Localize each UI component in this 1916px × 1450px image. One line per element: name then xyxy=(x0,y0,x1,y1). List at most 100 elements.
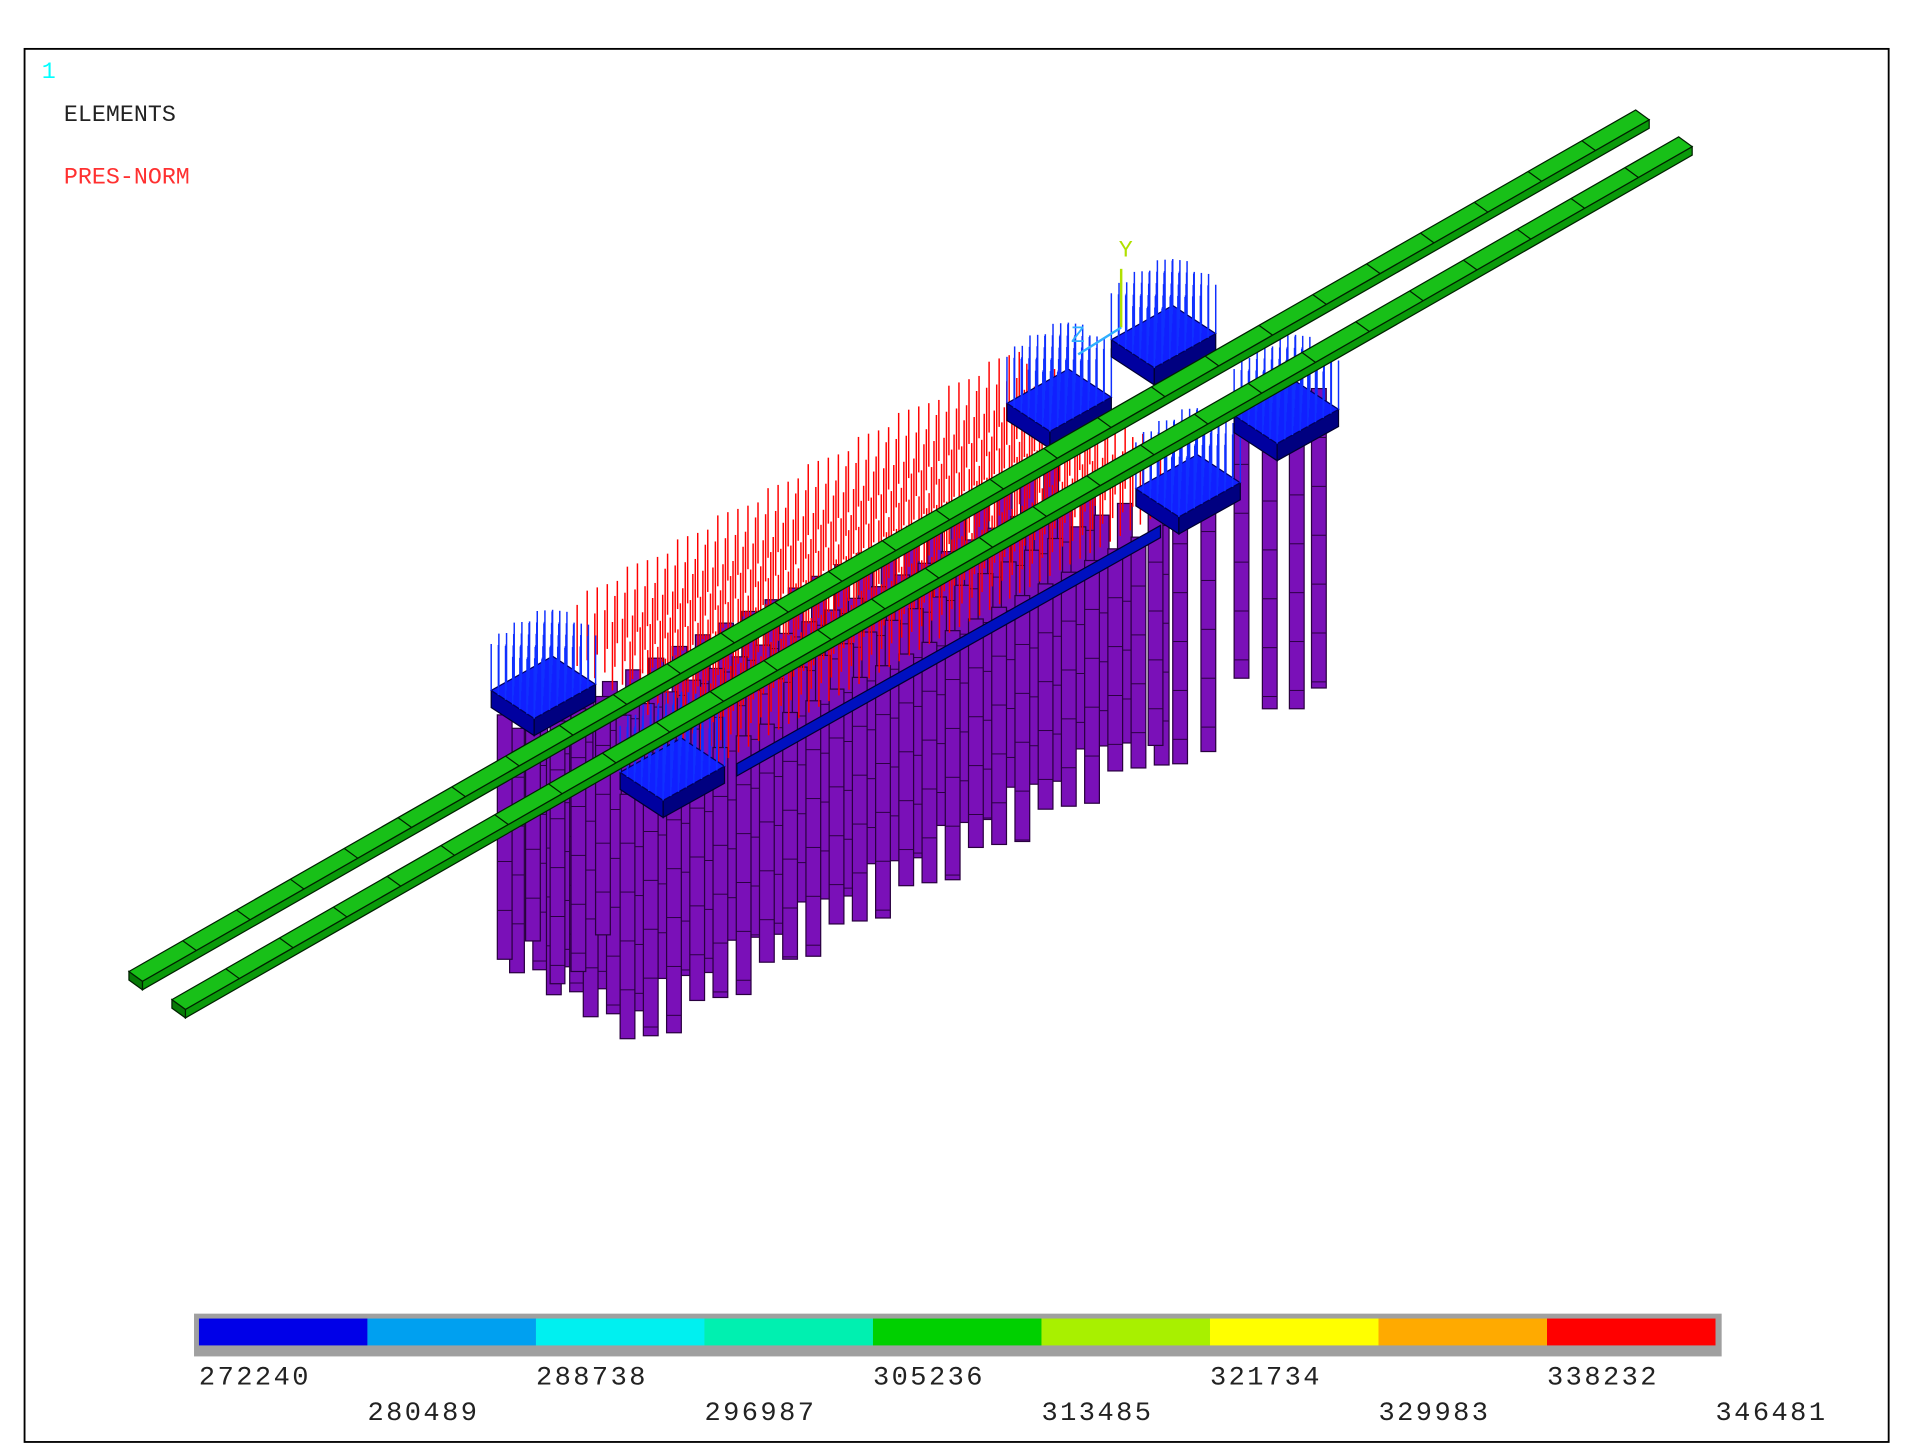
legend-swatch xyxy=(1378,1318,1548,1346)
pile xyxy=(735,735,752,996)
rail-segment xyxy=(290,878,305,890)
pile xyxy=(967,618,984,849)
pile xyxy=(1014,594,1031,843)
legend-swatch xyxy=(1209,1318,1379,1346)
rail-segment xyxy=(924,567,940,579)
rail-segment xyxy=(720,632,735,644)
rail-segment xyxy=(1301,352,1316,363)
rail-segment xyxy=(1527,171,1542,182)
rail-segment xyxy=(1516,228,1532,240)
rail-segment xyxy=(1570,197,1585,209)
legend-swatch xyxy=(1547,1318,1716,1346)
model xyxy=(127,109,1694,1040)
rail-segment xyxy=(1366,263,1381,275)
pile xyxy=(594,695,611,936)
window-number: 1 xyxy=(42,59,56,85)
rail-segment xyxy=(666,663,681,675)
pile xyxy=(1147,512,1164,747)
triad-z-axis xyxy=(1077,326,1122,356)
rail-segment xyxy=(279,937,294,949)
pile xyxy=(758,723,775,963)
viewport: 1 ELEMENTS PRES-NORM Y Z 272240 280489 288… xyxy=(23,47,1890,1443)
rail-segment xyxy=(774,601,789,613)
rail-segment xyxy=(871,598,886,610)
load-label: PRES-NORM xyxy=(64,164,190,190)
rail-segment xyxy=(1140,444,1155,456)
pile xyxy=(805,700,822,957)
legend-swatch xyxy=(704,1318,873,1346)
rail-segment xyxy=(397,817,412,828)
legend-value: 288738 xyxy=(536,1364,648,1394)
legend-value: 346481 xyxy=(1716,1399,1828,1429)
triad-z-label: Z xyxy=(1071,323,1085,349)
pile xyxy=(1084,559,1100,804)
pile xyxy=(1233,414,1250,679)
rail-segment xyxy=(386,875,402,887)
rail-segment xyxy=(236,909,251,921)
legend-swatch xyxy=(367,1318,536,1346)
legend-value: 305236 xyxy=(873,1364,985,1394)
rail-segment xyxy=(828,571,843,582)
rail-segment xyxy=(1086,475,1101,487)
rail-segment xyxy=(1420,232,1435,244)
legend-value: 321734 xyxy=(1210,1364,1322,1394)
rail-segment xyxy=(1258,324,1273,336)
rail-segment xyxy=(612,694,628,705)
rail-segment xyxy=(548,783,563,795)
pile xyxy=(875,665,891,919)
rail-segment xyxy=(1409,290,1424,302)
plot-label: ELEMENTS xyxy=(64,102,176,128)
rail-segment xyxy=(1624,167,1639,178)
rail-segment xyxy=(505,755,520,767)
rail-segment xyxy=(978,536,993,548)
rail-segment xyxy=(1043,447,1058,459)
rail-segment xyxy=(440,845,455,856)
triad-y-label: Y xyxy=(1119,238,1133,264)
rail-segment xyxy=(1473,201,1489,213)
rail-segment xyxy=(343,847,359,859)
pile xyxy=(1130,536,1147,769)
legend-value: 272240 xyxy=(199,1364,311,1394)
pile xyxy=(1107,548,1124,772)
legend-value: 296987 xyxy=(704,1399,816,1429)
rail-segment xyxy=(1194,413,1209,425)
pile xyxy=(1172,494,1189,765)
legend-value: 338232 xyxy=(1547,1364,1659,1394)
rail-segment xyxy=(1151,386,1166,398)
pile xyxy=(828,688,845,925)
pile xyxy=(570,708,587,973)
rail-segment xyxy=(655,721,671,733)
rail-segment xyxy=(494,814,509,825)
rail-segment xyxy=(225,968,240,980)
legend-swatch xyxy=(1041,1318,1210,1346)
rail-segment xyxy=(709,690,724,702)
pile xyxy=(944,630,961,881)
legend-swatch xyxy=(198,1318,368,1346)
rail-segment xyxy=(559,724,574,736)
pile xyxy=(549,720,566,985)
legend-value: 329983 xyxy=(1378,1399,1490,1429)
deck xyxy=(736,524,1162,778)
pile xyxy=(782,711,799,960)
rail-segment xyxy=(451,786,466,798)
pile xyxy=(1310,387,1327,689)
legend-value: 280489 xyxy=(367,1399,479,1429)
rail-segment xyxy=(1463,259,1478,271)
rail-segment xyxy=(1032,506,1047,517)
rail-segment xyxy=(1312,294,1327,305)
rail-segment xyxy=(817,629,832,641)
rail-segment xyxy=(763,660,778,671)
pile xyxy=(921,641,938,884)
pile xyxy=(712,746,729,999)
rail-segment xyxy=(1355,321,1370,333)
rail-segment xyxy=(1581,140,1596,152)
pile xyxy=(1200,482,1217,753)
pile xyxy=(991,606,1008,846)
legend-value: 313485 xyxy=(1041,1399,1153,1429)
pile xyxy=(1060,571,1077,807)
legend-swatch xyxy=(872,1318,1042,1346)
rail-segment xyxy=(332,906,348,918)
rail-segment xyxy=(1247,382,1263,394)
